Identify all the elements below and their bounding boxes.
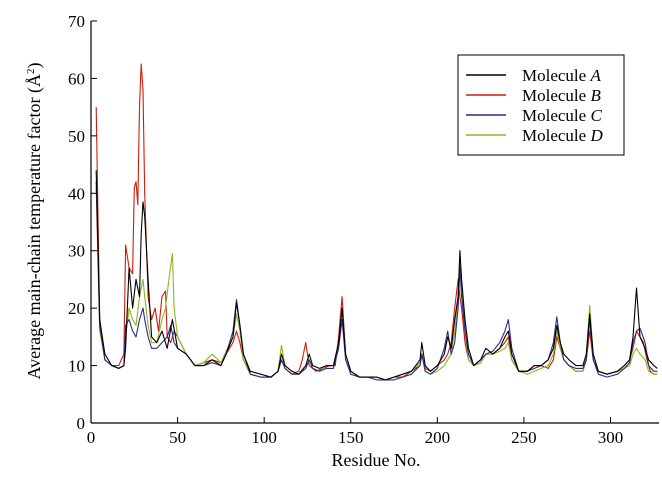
series-line-a <box>95 170 658 381</box>
y-tick-label: 10 <box>68 357 85 376</box>
legend-label-letter: B <box>590 86 601 105</box>
x-tick-label: 100 <box>251 428 277 447</box>
legend-label-d: Molecule D <box>522 126 603 145</box>
legend-label-letter: D <box>589 126 603 145</box>
legend-label-text: Molecule <box>522 86 590 105</box>
y-tick-label: 40 <box>68 184 85 203</box>
y-axis-title-close: ) <box>24 63 45 69</box>
y-tick-label: 20 <box>68 299 85 318</box>
axes: 0 10 20 30 40 50 60 70 0 50 100 150 200 250 300 <box>68 12 659 447</box>
legend-label-text: Molecule <box>522 126 590 145</box>
legend-label-letter: A <box>589 66 601 85</box>
x-axis-title: Residue No. <box>332 450 421 470</box>
y-axis-title: Average main-chain temperature factor (Å… <box>24 63 45 380</box>
legend-box <box>457 54 625 156</box>
y-tick-label: 60 <box>68 69 85 88</box>
legend-label-letter: C <box>590 106 602 125</box>
y-axis-title-sup: 2 <box>25 69 37 75</box>
x-tick-label: 200 <box>425 428 451 447</box>
y-tick-label: 50 <box>68 127 85 146</box>
y-axis-title-main: Average main-chain temperature factor ( <box>24 87 45 380</box>
y-axis-title-unit: Å <box>24 74 44 87</box>
x-tick-label: 250 <box>511 428 537 447</box>
legend-label-c: Molecule C <box>522 106 602 125</box>
y-tick-label: 70 <box>68 12 85 31</box>
series-line-d <box>95 187 658 381</box>
x-tick-label: 300 <box>598 428 624 447</box>
legend-label-b: Molecule B <box>522 86 601 105</box>
plot-area <box>95 63 658 381</box>
y-tick-label: 30 <box>68 242 85 261</box>
x-tick-label: 0 <box>87 428 96 447</box>
x-tick-label: 150 <box>338 428 364 447</box>
legend-label-text: Molecule <box>522 66 590 85</box>
legend-label-text: Molecule <box>522 106 590 125</box>
x-tick-label: 50 <box>169 428 186 447</box>
y-tick-label: 0 <box>77 414 86 433</box>
legend-label-a: Molecule A <box>522 66 601 85</box>
